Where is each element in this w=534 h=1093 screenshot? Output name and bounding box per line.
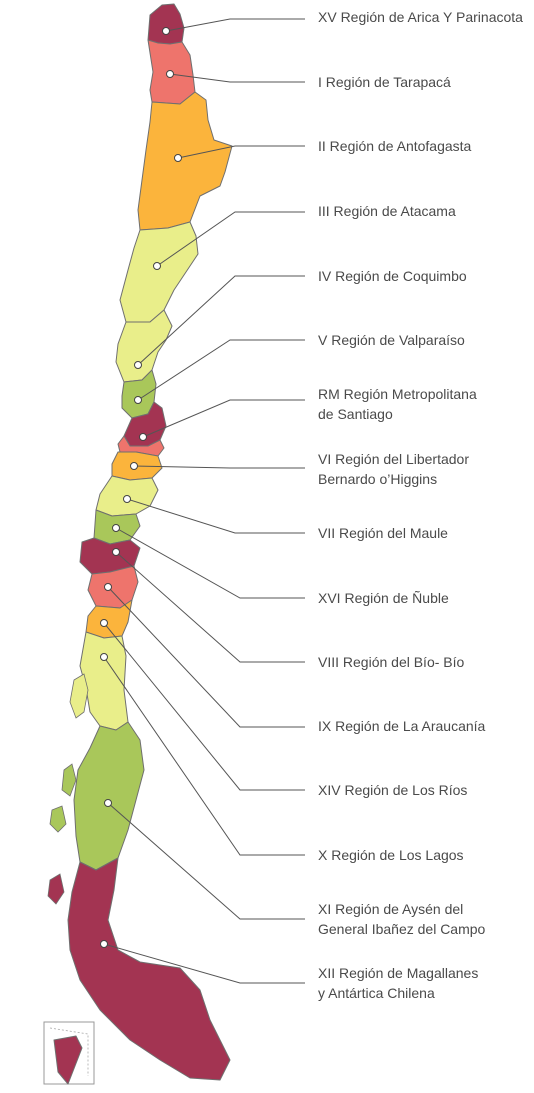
region-marker-i[interactable] (166, 70, 174, 78)
region-label-vii[interactable]: VII Región del Maule (318, 525, 448, 541)
region-label-line: IX Región de La Araucanía (318, 718, 486, 734)
leader-line-viii (115, 551, 305, 663)
island-chiloe (69, 673, 89, 719)
region-label-line: IV Región de Coquimbo (318, 268, 467, 284)
region-label-line: XVI Región de Ñuble (318, 590, 449, 606)
region-label-line: de Santiago (318, 406, 393, 422)
region-shapes (67, 3, 233, 1081)
region-label-xiv[interactable]: XIV Región de Los Ríos (318, 782, 467, 798)
region-marker-iv[interactable] (134, 361, 142, 369)
region-marker-xvi[interactable] (112, 524, 120, 532)
region-marker-vii[interactable] (123, 495, 131, 503)
region-label-line: XIV Región de Los Ríos (318, 782, 467, 798)
antarctic-inset (43, 1021, 95, 1085)
region-label-iv[interactable]: IV Región de Coquimbo (318, 268, 467, 284)
leader-line-xv (165, 18, 305, 32)
region-label-line: y Antártica Chilena (318, 985, 435, 1001)
leader-line-xi (107, 802, 305, 920)
region-marker-xv[interactable] (162, 27, 170, 35)
leader-line-ix (107, 586, 305, 728)
region-marker-iii[interactable] (153, 262, 161, 270)
region-label-line: VI Región del Libertador (318, 451, 469, 467)
region-marker-viii[interactable] (112, 548, 120, 556)
region-label-line: V Región de Valparaíso (318, 332, 465, 348)
leader-line-iv (137, 275, 305, 366)
region-label-xii[interactable]: XII Región de Magallanes y Antártica Chil… (318, 965, 478, 1001)
region-label-xv[interactable]: XV Región de Arica Y Parinacota (318, 9, 523, 25)
region-label-line: XI Región de Aysén del (318, 901, 463, 917)
region-shape-coquimbo[interactable] (115, 309, 173, 383)
region-label-xi[interactable]: XI Región de Aysén del General Ibañez del… (318, 901, 486, 937)
region-label-line: XII Región de Magallanes (318, 965, 478, 981)
leader-line-xvi (115, 527, 305, 599)
region-marker-vi[interactable] (130, 462, 138, 470)
leader-line-iii (156, 211, 305, 267)
region-marker-v[interactable] (134, 396, 142, 404)
region-label-line: Bernardo o’Higgins (318, 471, 437, 487)
leader-line-vii (126, 498, 305, 534)
leader-line-x (103, 656, 305, 856)
region-label-line: XV Región de Arica Y Parinacota (318, 9, 523, 25)
region-marker-x[interactable] (100, 653, 108, 661)
region-shape-arica-parinacota[interactable] (147, 3, 185, 45)
leader-line-i (169, 73, 305, 83)
region-label-line: X Región de Los Lagos (318, 847, 464, 863)
region-marker-rm[interactable] (139, 433, 147, 441)
region-label-xvi[interactable]: XVI Región de Ñuble (318, 590, 449, 606)
region-label-line: I Región de Tarapacá (318, 74, 451, 90)
island-taitao (49, 805, 67, 833)
leader-line-v (137, 339, 305, 401)
region-shape-magallanes[interactable] (73, 721, 145, 871)
region-marker-xiv[interactable] (100, 619, 108, 627)
region-label-line: VIII Región del Bío- Bío (318, 654, 465, 670)
region-label-rm[interactable]: RM Región Metropolitana de Santiago (318, 386, 477, 422)
region-label-v[interactable]: V Región de Valparaíso (318, 332, 465, 348)
region-label-x[interactable]: X Región de Los Lagos (318, 847, 464, 863)
region-marker-xii[interactable] (100, 940, 108, 948)
inset-dashed-border (49, 1027, 89, 1076)
island-wellington (47, 873, 65, 905)
region-shape-antofagasta[interactable] (137, 91, 233, 231)
region-label-line: III Región de Atacama (318, 203, 456, 219)
region-label-line: General Ibañez del Campo (318, 921, 486, 937)
region-callouts (100, 18, 305, 984)
antarctic-territory-shape (53, 1035, 83, 1085)
region-label-iii[interactable]: III Región de Atacama (318, 203, 456, 219)
region-label-line: II Región de Antofagasta (318, 138, 472, 154)
region-marker-xi[interactable] (104, 799, 112, 807)
region-marker-ix[interactable] (104, 583, 112, 591)
region-label-ix[interactable]: IX Región de La Araucanía (318, 718, 486, 734)
leader-line-vi (133, 465, 305, 469)
leader-line-ii (177, 145, 305, 159)
leader-line-xiv (103, 622, 305, 791)
region-labels: XV Región de Arica Y Parinacota I Región … (318, 9, 523, 1001)
region-shape-ohiggins[interactable] (117, 435, 165, 457)
region-label-i[interactable]: I Región de Tarapacá (318, 74, 451, 90)
region-label-line: RM Región Metropolitana (318, 386, 477, 402)
region-label-viii[interactable]: VIII Región del Bío- Bío (318, 654, 465, 670)
region-shape-atacama[interactable] (119, 221, 199, 323)
leader-line-rm (142, 399, 305, 438)
region-marker-ii[interactable] (174, 154, 182, 162)
island-chonos (61, 763, 77, 797)
coastal-islands (47, 673, 89, 905)
region-label-line: VII Región del Maule (318, 525, 448, 541)
region-label-ii[interactable]: II Región de Antofagasta (318, 138, 472, 154)
region-shape-araucania[interactable] (79, 537, 141, 575)
leader-line-xii (103, 943, 305, 984)
region-shape-magallanes-south (67, 857, 231, 1081)
region-label-vi[interactable]: VI Región del Libertador Bernardo o’Higgi… (318, 451, 469, 487)
